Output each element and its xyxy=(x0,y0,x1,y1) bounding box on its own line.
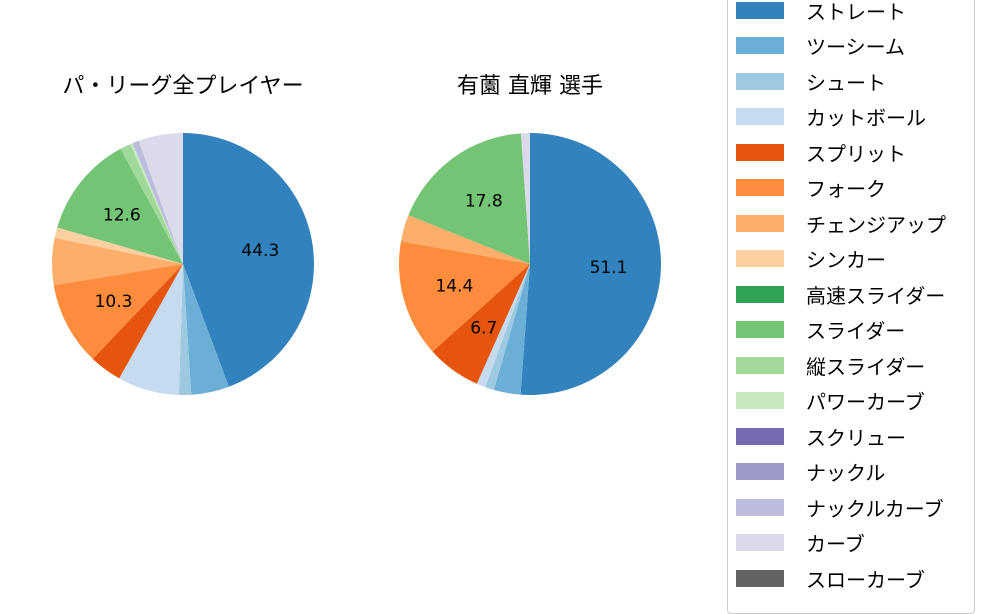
pie-slice-0-9 xyxy=(120,144,183,264)
legend-swatch xyxy=(736,534,784,551)
legend-swatch xyxy=(736,321,784,338)
pie-data-label: 14.4 xyxy=(435,277,473,297)
legend-item-split: スプリット xyxy=(736,137,906,167)
legend-swatch xyxy=(736,179,784,196)
pie-slice-1-6 xyxy=(400,215,530,264)
pie-title-0: パ・リーグ全プレイヤー xyxy=(62,74,303,99)
legend-swatch xyxy=(736,72,784,90)
pie-data-label: 6.7 xyxy=(470,319,497,339)
legend-item-shoot: シュート xyxy=(736,66,886,96)
pie-slice-1-1 xyxy=(493,264,530,395)
legend-label: シンカー xyxy=(806,248,886,272)
pie-slice-0-2 xyxy=(178,264,192,395)
pie-slice-1-4 xyxy=(432,264,530,384)
pie-slice-1-3 xyxy=(476,264,530,388)
legend-label: スクリュー xyxy=(806,425,906,450)
pie-data-label: 10.3 xyxy=(95,292,133,312)
legend-label: ツーシーム xyxy=(806,35,905,59)
legend-label: ナックル xyxy=(806,461,886,485)
pie-slice-0-10 xyxy=(130,143,183,264)
legend-item-changeup: チェンジアップ xyxy=(736,208,946,238)
legend-label: カーブ xyxy=(806,532,865,556)
legend-item-vertical-slider: 縦スライダー xyxy=(736,350,925,380)
legend-label: スプリット xyxy=(806,141,906,166)
legend-item-fast-slider: 高速スライダー xyxy=(736,279,945,309)
legend-label: フォーク xyxy=(806,177,886,201)
pie-slice-0-11 xyxy=(132,140,183,264)
legend-swatch xyxy=(736,1,784,19)
pie-slice-1-0 xyxy=(520,133,661,396)
legend-swatch xyxy=(736,108,784,125)
pie-data-label: 44.3 xyxy=(241,241,279,261)
pie-slice-0-5 xyxy=(53,264,183,359)
pie-slice-0-12 xyxy=(138,133,183,264)
legend-item-slider: スライダー xyxy=(736,315,905,345)
legend-item-knuckle: ナックル xyxy=(736,457,885,487)
legend-item-straight: ストレート xyxy=(736,0,906,25)
pie-slice-0-7 xyxy=(54,227,183,264)
pie-charts: パ・リーグ全プレイヤー 44.3 10.3 12.6 有薗 直輝 選手 51.1 6.7 14… xyxy=(51,74,661,396)
legend-item-fork: フォーク xyxy=(736,173,886,203)
legend-label: パワーカーブ xyxy=(806,390,925,414)
legend-label: シュート xyxy=(806,70,886,95)
legend-item-power-curve: パワーカーブ xyxy=(736,386,925,416)
pie-slice-0-3 xyxy=(119,264,183,395)
legend-swatch xyxy=(736,214,784,232)
legend-swatch xyxy=(736,37,784,54)
legend-swatch xyxy=(736,463,784,480)
legend-item-slow-curve: スローカーブ xyxy=(736,563,925,593)
legend-swatch xyxy=(736,250,784,267)
legend-label: スローカーブ xyxy=(806,567,925,592)
legend-item-knuckle-curve: ナックルカーブ xyxy=(736,492,944,522)
pie-data-label: 17.8 xyxy=(465,191,503,211)
pie-slice-1-2 xyxy=(485,264,530,390)
legend: ストレート ツーシーム シュート カットボール スプリット フォーク チェンジア… xyxy=(727,0,975,614)
pie-data-label: 51.1 xyxy=(590,258,628,278)
legend-label: カットボール xyxy=(806,106,926,130)
pie-slice-0-1 xyxy=(183,264,229,395)
pie-title-1: 有薗 直輝 選手 xyxy=(457,74,603,99)
legend-swatch xyxy=(736,392,784,409)
legend-item-screwball: スクリュー xyxy=(736,421,906,451)
legend-label: ストレート xyxy=(806,0,906,24)
legend-label: スライダー xyxy=(806,319,906,343)
legend-item-two-seam: ツーシーム xyxy=(736,31,905,61)
legend-swatch xyxy=(736,356,784,374)
legend-label: 縦スライダー xyxy=(806,354,926,379)
legend-swatch xyxy=(736,285,784,303)
legend-item-curve: カーブ xyxy=(736,528,865,558)
pie-slice-1-8 xyxy=(520,133,530,264)
legend-item-sinker: シンカー xyxy=(736,244,886,274)
legend-label: チェンジアップ xyxy=(806,212,946,237)
pie-slice-0-4 xyxy=(92,264,183,379)
pie-data-label: 12.6 xyxy=(103,206,141,226)
legend-swatch xyxy=(736,427,784,445)
pie-slice-0-6 xyxy=(51,237,183,286)
pie-slice-0-0 xyxy=(183,133,315,387)
legend-swatch xyxy=(736,569,784,587)
legend-label: ナックルカーブ xyxy=(806,496,944,521)
pie-slice-0-8 xyxy=(57,148,184,264)
legend-label: 高速スライダー xyxy=(806,283,946,308)
legend-swatch xyxy=(736,498,784,516)
pie-slice-1-7 xyxy=(408,133,530,264)
legend-item-cutball: カットボール xyxy=(736,102,926,132)
legend-swatch xyxy=(736,143,784,161)
pie-slice-1-5 xyxy=(399,241,530,352)
